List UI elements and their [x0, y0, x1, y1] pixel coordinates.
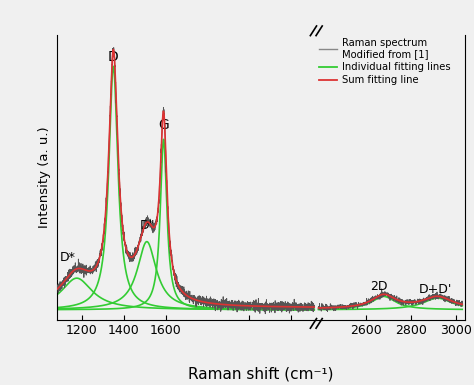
Text: G: G	[159, 118, 169, 132]
Text: 2D: 2D	[370, 280, 388, 293]
Text: D: D	[108, 50, 118, 64]
Text: Raman shift (cm⁻¹): Raman shift (cm⁻¹)	[188, 366, 333, 381]
Text: D*: D*	[60, 251, 76, 264]
Text: D": D"	[140, 219, 155, 232]
Legend: Raman spectrum
Modified from [1], Individual fitting lines, Sum fitting line: Raman spectrum Modified from [1], Indivi…	[319, 37, 452, 86]
Y-axis label: Intensity (a. u.): Intensity (a. u.)	[38, 126, 51, 228]
Text: D+D': D+D'	[419, 283, 452, 296]
